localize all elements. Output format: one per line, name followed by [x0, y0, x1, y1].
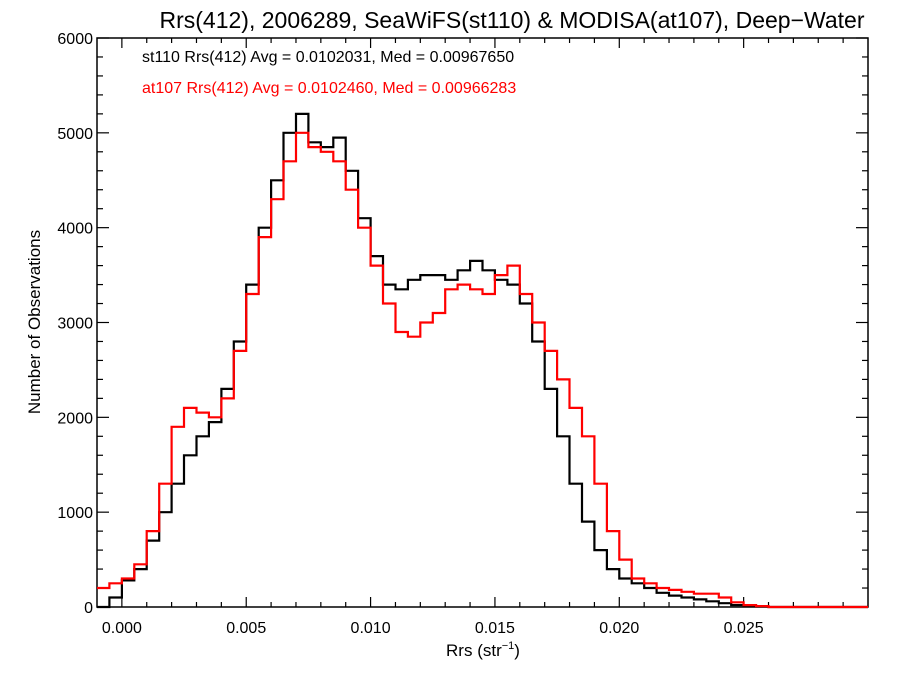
plot-frame [96, 37, 869, 608]
y-tick-label: 2000 [57, 410, 93, 427]
y-tick-label: 1000 [57, 505, 93, 522]
axis-ticks: 0.000 0.005 0.010 0.015 0.020 0.025 0 1000 2000 3… [57, 31, 868, 637]
x-tick-label: 0.015 [475, 620, 515, 637]
legend-entry-st110: st110 Rrs(412) Avg = 0.0102031, Med = 0.… [142, 49, 514, 66]
x-tick-label: 0.020 [599, 620, 639, 637]
legend-entry-at107: at107 Rrs(412) Avg = 0.0102460, Med = 0.… [142, 80, 516, 97]
x-axis-label-close: ) [514, 641, 520, 660]
y-axis-label: Number of Observations [25, 230, 44, 414]
x-tick-label: 0.025 [724, 620, 764, 637]
chart-title: Rrs(412), 2006289, SeaWiFS(st110) & MODI… [160, 7, 865, 33]
x-tick-label: 0.000 [102, 620, 142, 637]
series-line-at107 [97, 131, 868, 609]
series-layer [97, 112, 868, 609]
x-axis-label-main: Rrs (str [446, 641, 502, 660]
x-axis-label: Rrs (str−1) [446, 640, 520, 660]
y-tick-label: 0 [84, 600, 93, 617]
x-axis-label-sup: −1 [502, 640, 515, 652]
x-tick-label: 0.005 [226, 620, 266, 637]
y-tick-label: 5000 [57, 126, 93, 143]
y-tick-label: 3000 [57, 316, 93, 333]
x-tick-label: 0.010 [351, 620, 391, 637]
series-line-st110 [97, 112, 868, 609]
y-tick-label: 6000 [57, 31, 93, 48]
y-tick-label: 4000 [57, 221, 93, 238]
